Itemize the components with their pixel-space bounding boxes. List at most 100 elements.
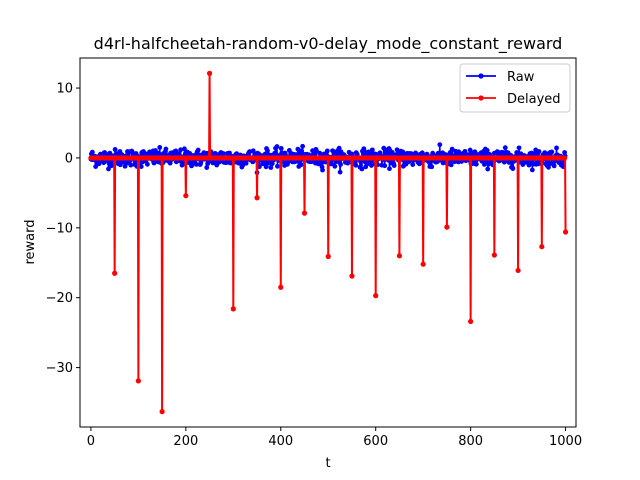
raw-point xyxy=(562,150,568,155)
raw-point xyxy=(485,166,491,172)
raw-point xyxy=(89,149,95,155)
delayed-spike-point xyxy=(491,252,497,258)
raw-point xyxy=(551,163,557,169)
raw-point xyxy=(336,145,342,151)
raw-point xyxy=(337,169,343,175)
delayed-spike-point xyxy=(230,306,236,312)
raw-point xyxy=(313,148,319,154)
delayed-spike-point xyxy=(325,253,331,260)
delayed-spike-point xyxy=(183,193,189,199)
raw-point xyxy=(157,145,163,150)
raw-point xyxy=(391,163,397,168)
raw-point xyxy=(387,166,392,172)
raw-point xyxy=(178,147,184,153)
x-tick-label: 200 xyxy=(173,434,198,449)
raw-point xyxy=(502,145,508,151)
raw-point xyxy=(106,166,111,172)
raw-point xyxy=(128,162,134,168)
y-tick-label: 0 xyxy=(65,151,73,166)
raw-point xyxy=(329,161,334,167)
raw-point xyxy=(536,149,542,154)
raw-point xyxy=(220,151,226,156)
delayed-spike-point xyxy=(112,270,118,276)
raw-point xyxy=(320,167,325,173)
delayed-point xyxy=(562,155,568,161)
delayed-spike-point xyxy=(349,273,355,279)
y-tick-label: −20 xyxy=(46,291,73,306)
delayed-spike-point xyxy=(562,229,569,235)
delayed-spike-point xyxy=(254,195,260,201)
delayed-series-layer xyxy=(88,70,569,415)
delayed-spike-point xyxy=(539,244,545,250)
raw-point xyxy=(138,164,144,169)
y-axis-ticks: −30 −20 −10 0 10 xyxy=(46,82,80,376)
x-tick-label: 600 xyxy=(363,434,388,449)
raw-point xyxy=(93,164,99,169)
delayed-spike-point xyxy=(135,378,141,384)
delayed-spike-point xyxy=(515,267,521,274)
legend-entry-raw: Raw xyxy=(466,70,535,85)
delayed-spike-point xyxy=(396,253,403,259)
raw-point xyxy=(549,149,555,155)
delayed-spike-point xyxy=(444,224,450,230)
raw-point xyxy=(410,162,416,167)
delayed-spike-point xyxy=(420,261,426,267)
delayed-spike-point xyxy=(206,70,213,76)
legend-raw-marker xyxy=(478,73,484,79)
raw-point xyxy=(359,166,365,172)
raw-point xyxy=(529,167,535,173)
raw-point xyxy=(278,146,284,151)
raw-point xyxy=(274,144,280,149)
raw-point xyxy=(324,148,330,154)
raw-point xyxy=(227,150,232,156)
x-tick-label: 400 xyxy=(268,434,293,449)
raw-point xyxy=(243,160,249,166)
raw-point xyxy=(96,161,102,167)
x-axis-label: t xyxy=(325,456,330,471)
raw-point xyxy=(473,161,479,167)
raw-point xyxy=(484,148,490,153)
raw-point xyxy=(268,165,274,171)
raw-point xyxy=(419,150,425,156)
raw-point xyxy=(437,142,443,148)
x-axis-ticks: 0 200 400 600 800 1000 xyxy=(87,427,582,449)
y-tick-label: 10 xyxy=(56,82,73,97)
legend-delayed-label: Delayed xyxy=(507,92,561,107)
delayed-spike-point xyxy=(301,210,308,216)
raw-point xyxy=(426,160,432,166)
raw-point xyxy=(298,162,304,168)
raw-point xyxy=(204,165,210,170)
x-tick-label: 800 xyxy=(458,434,483,449)
raw-point xyxy=(176,151,182,156)
raw-point xyxy=(338,162,343,167)
plot-area xyxy=(79,57,577,428)
raw-point xyxy=(145,161,150,167)
delayed-spike-point xyxy=(468,318,474,325)
raw-point xyxy=(332,163,338,169)
raw-point xyxy=(300,143,306,149)
raw-point xyxy=(456,149,462,155)
x-tick-label: 1000 xyxy=(549,434,582,449)
y-tick-label: −30 xyxy=(46,361,73,376)
raw-point xyxy=(263,164,269,170)
y-tick-label: −10 xyxy=(46,221,73,236)
raw-point xyxy=(554,145,559,151)
raw-point xyxy=(167,160,173,166)
raw-point xyxy=(369,163,374,168)
plot-frame xyxy=(79,57,577,428)
delayed-spike-point xyxy=(373,293,379,299)
y-axis-label: reward xyxy=(23,219,38,264)
legend-entry-delayed: Delayed xyxy=(466,92,561,107)
raw-point xyxy=(394,147,400,153)
legend: Raw Delayed xyxy=(459,63,571,113)
raw-point xyxy=(182,146,187,152)
raw-point xyxy=(163,146,169,152)
delayed-spike-point xyxy=(278,284,284,290)
legend-delayed-marker xyxy=(478,95,484,101)
raw-point xyxy=(353,162,359,168)
raw-point xyxy=(382,163,388,169)
raw-point xyxy=(369,147,375,153)
raw-point xyxy=(429,164,435,170)
x-tick-label: 0 xyxy=(87,434,95,449)
